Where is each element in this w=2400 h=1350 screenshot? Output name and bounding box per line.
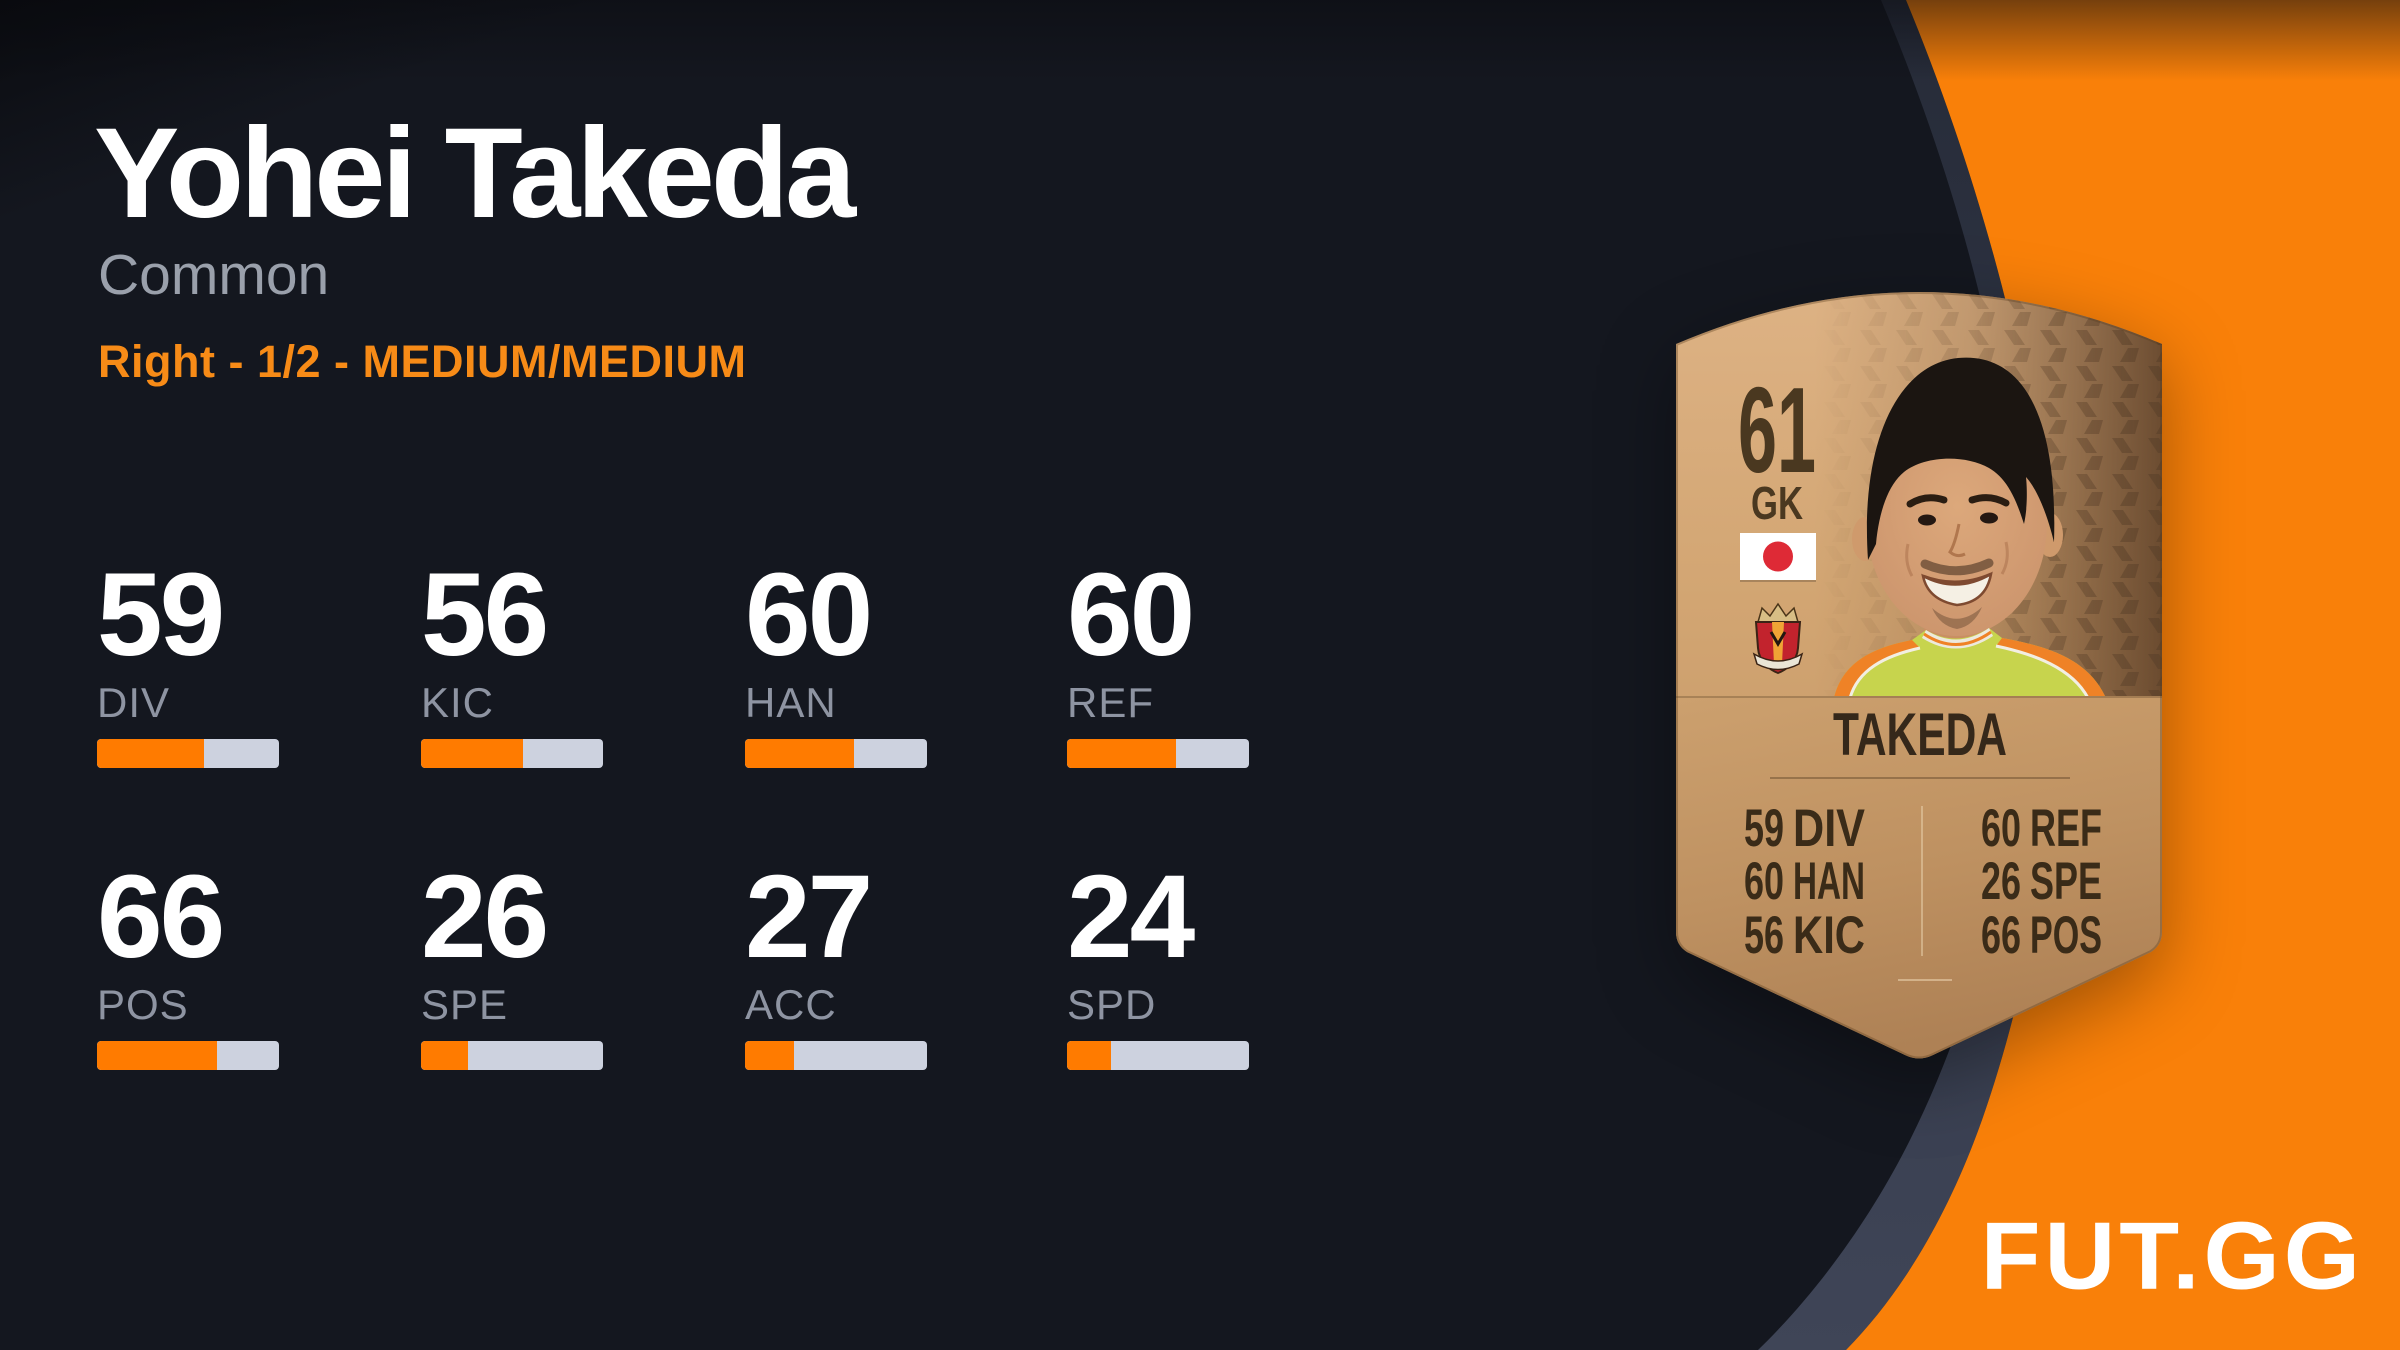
attribute-label: REF [1067, 679, 1154, 726]
attribute-label: ACC [745, 981, 837, 1028]
attribute-value: 66 [97, 851, 225, 983]
attribute-bar [745, 1041, 927, 1070]
nagoya-grampus-badge-icon [1752, 602, 1804, 675]
attribute-tile: 24 SPD [1067, 858, 1267, 1070]
attribute-value: 24 [1067, 851, 1195, 983]
attribute-value: 59 [97, 549, 225, 681]
card-stat-value: 59 [1744, 799, 1784, 858]
fut-card-art: 61 GK TAKEDA [1676, 292, 2162, 1059]
attribute-value: 27 [745, 851, 873, 983]
card-stat-value: 56 [1744, 906, 1784, 965]
card-stats-right: 60 REF 26 SPE 66 POS [1981, 799, 2102, 965]
attribute-tile: 60 HAN [745, 556, 945, 768]
attribute-bar-fill [421, 739, 523, 768]
card-stat-label: DIV [1793, 799, 1865, 858]
attribute-bar [1067, 1041, 1249, 1070]
card-edge [1676, 292, 2162, 1059]
card-stat-label: HAN [1793, 852, 1865, 911]
attribute-value: 60 [1067, 549, 1195, 681]
attribute-label: POS [97, 981, 189, 1028]
attribute-bar-fill [1067, 1041, 1111, 1070]
attribute-bar-fill [745, 1041, 795, 1070]
card-stat-value: 60 [1981, 799, 2021, 858]
futgg-logo: FUT.GG [1980, 1201, 2364, 1309]
attribute-bar-fill [421, 1041, 469, 1070]
attribute-tile: 27 ACC [745, 858, 945, 1070]
card-stat-value: 60 [1744, 852, 1784, 911]
attribute-tile: 66 POS [97, 858, 297, 1070]
card-stat-label: KIC [1793, 906, 1865, 965]
card-stats-left: 59 DIV 60 HAN 56 KIC [1744, 799, 1865, 965]
attribute-label: HAN [745, 679, 837, 726]
japan-flag-icon [1740, 533, 1816, 582]
card-stat-label: SPE [2030, 852, 2102, 911]
card-position: GK [1751, 477, 1803, 529]
profile-meta-line: Right - 1/2 - MEDIUM/MEDIUM [98, 336, 747, 387]
attribute-tile: 59 DIV [97, 556, 297, 768]
card-rating: 61 [1738, 362, 1816, 498]
attribute-value: 60 [745, 549, 873, 681]
card-stat-value: 66 [1981, 906, 2021, 965]
rarity-label: Common [98, 243, 330, 307]
attribute-label: KIC [421, 679, 495, 726]
fut-player-card: 61 GK TAKEDA [1674, 292, 2164, 1067]
attribute-tile: 56 KIC [421, 556, 621, 768]
attribute-tile: 60 REF [1067, 556, 1267, 768]
attribute-bar [1067, 739, 1249, 768]
card-player-name: TAKEDA [1833, 701, 2007, 768]
attribute-bar [745, 739, 927, 768]
attribute-bar [97, 739, 279, 768]
attribute-value: 26 [421, 851, 549, 983]
attribute-bar-fill [97, 739, 205, 768]
attribute-bar-fill [97, 1041, 218, 1070]
attribute-label: DIV [97, 679, 171, 726]
attribute-bar [97, 1041, 279, 1070]
attribute-label: SPE [421, 981, 509, 1028]
attribute-bar [421, 739, 603, 768]
card-stat-label: REF [2030, 799, 2102, 858]
attribute-value: 56 [421, 549, 549, 681]
page-title: Yohei Takeda [94, 102, 856, 245]
attribute-label: SPD [1067, 981, 1157, 1028]
attribute-tile: 26 SPE [421, 858, 621, 1070]
attribute-bar-fill [1067, 739, 1177, 768]
attribute-bar-fill [745, 739, 855, 768]
player-photo [1834, 357, 2106, 699]
card-stat-label: POS [2030, 906, 2102, 965]
card-stat-value: 26 [1981, 852, 2021, 911]
attribute-bar [421, 1041, 603, 1070]
